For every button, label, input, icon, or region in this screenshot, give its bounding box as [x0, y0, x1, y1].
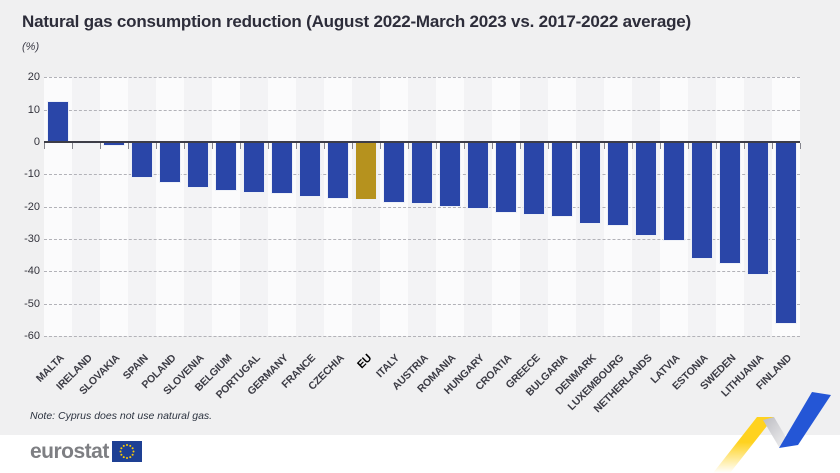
- y-tick-label: 20: [27, 71, 40, 84]
- bar-austria: [412, 142, 432, 204]
- bar-romania: [440, 142, 460, 207]
- axis-tick: [380, 143, 381, 149]
- axis-tick: [660, 143, 661, 149]
- gridline: [44, 77, 800, 79]
- axis-tick: [688, 143, 689, 149]
- axis-tick: [464, 143, 465, 149]
- bar-bulgaria: [552, 142, 572, 216]
- gridline: [44, 239, 800, 241]
- gridline: [44, 206, 800, 208]
- bar-slovakia: [104, 142, 124, 146]
- footer-bar: eurostat: [0, 435, 840, 473]
- y-tick-label: -40: [24, 265, 40, 278]
- axis-tick: [184, 143, 185, 149]
- eurostat-logo-text: eurostat: [30, 440, 109, 463]
- bar-czechia: [328, 142, 348, 199]
- axis-tick: [436, 143, 437, 149]
- x-label-text: EU: [355, 352, 375, 372]
- axis-tick: [100, 143, 101, 149]
- bar-belgium: [216, 142, 236, 190]
- y-tick-label: -30: [24, 233, 40, 246]
- bar-portugal: [244, 142, 264, 193]
- bar-estonia: [692, 142, 712, 259]
- bar-netherlands: [636, 142, 656, 236]
- axis-tick: [604, 143, 605, 149]
- bar-slovenia: [188, 142, 208, 187]
- axis-tick: [212, 143, 213, 149]
- axis-tick: [548, 143, 549, 149]
- bar-spain: [132, 142, 152, 177]
- axis-tick: [324, 143, 325, 149]
- axis-tick: [240, 143, 241, 149]
- axis-tick: [744, 143, 745, 149]
- bar-poland: [160, 142, 180, 183]
- axis-tick: [408, 143, 409, 149]
- axis-tick: [44, 143, 45, 149]
- decorative-zigzag-arrow: [713, 392, 831, 473]
- y-tick-label: 10: [27, 103, 40, 116]
- gridline: [44, 303, 800, 305]
- bar-france: [300, 142, 320, 197]
- bar-hungary: [468, 142, 488, 208]
- y-tick-label: -50: [24, 297, 40, 310]
- axis-tick: [492, 143, 493, 149]
- bar-latvia: [664, 142, 684, 240]
- bar-malta: [48, 101, 68, 142]
- gridline: [44, 109, 800, 111]
- axis-tick: [128, 143, 129, 149]
- y-tick-label: -20: [24, 200, 40, 213]
- bar-germany: [272, 142, 292, 194]
- chart-title: Natural gas consumption reduction (Augus…: [22, 12, 691, 31]
- axis-tick: [268, 143, 269, 149]
- bar-lithuania: [748, 142, 768, 275]
- y-tick-label: -10: [24, 168, 40, 181]
- eu-flag-icon: [111, 441, 142, 462]
- bar-greece: [524, 142, 544, 214]
- bar-croatia: [496, 142, 516, 212]
- axis-tick: [576, 143, 577, 149]
- gridline: [44, 271, 800, 273]
- y-tick-label: 0: [33, 136, 40, 148]
- axis-tick: [296, 143, 297, 149]
- gridline: [44, 336, 800, 338]
- eurostat-logo: eurostat: [30, 441, 142, 462]
- axis-tick: [632, 143, 633, 149]
- axis-tick: [72, 143, 73, 149]
- bar-luxembourg: [608, 142, 628, 226]
- axis-tick: [772, 143, 773, 149]
- y-tick-label: -60: [24, 330, 40, 343]
- bar-italy: [384, 142, 404, 203]
- axis-tick: [352, 143, 353, 149]
- bar-sweden: [720, 142, 740, 263]
- chart-unit-label: (%): [22, 41, 40, 53]
- axis-tick: [520, 143, 521, 149]
- footnote: Note: Cyprus does not use natural gas.: [30, 410, 213, 422]
- axis-tick: [800, 143, 801, 149]
- axis-tick: [156, 143, 157, 149]
- axis-tick: [716, 143, 717, 149]
- bar-eu: [356, 142, 376, 200]
- bar-finland: [776, 142, 796, 324]
- bar-denmark: [580, 142, 600, 223]
- x-axis-line: [44, 141, 800, 143]
